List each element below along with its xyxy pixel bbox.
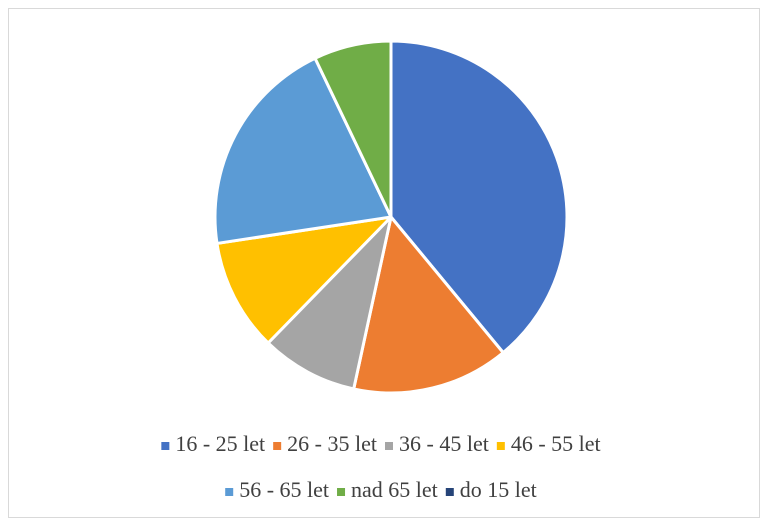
legend-label: 46 - 55 let (511, 431, 601, 456)
legend-marker (273, 442, 282, 450)
legend-marker (337, 488, 346, 496)
legend-label: nad 65 let (351, 477, 438, 502)
legend-marker (385, 442, 393, 450)
pie-slice (215, 215, 393, 345)
legend-label: 26 - 35 let (287, 431, 377, 456)
legend-marker (496, 442, 505, 450)
legend-label: do 15 let (460, 477, 537, 502)
legend-marker (445, 488, 454, 496)
legend-marker (225, 488, 234, 496)
legend-label: 56 - 65 let (239, 477, 329, 502)
pie-slice (389, 39, 569, 355)
pie-slice (266, 215, 393, 391)
legend-row: 16 - 25 let 26 - 35 let 36 - 45 let 46 - 55… (161, 431, 601, 456)
pie-slice (352, 215, 505, 395)
pie-slice (213, 56, 393, 245)
legend-marker (161, 442, 170, 450)
legend-label: 16 - 25 let (175, 431, 265, 456)
legend-row: 56 - 65 let nad 65 let do 15 let (225, 477, 537, 502)
legend-label: 36 - 45 let (399, 431, 489, 456)
